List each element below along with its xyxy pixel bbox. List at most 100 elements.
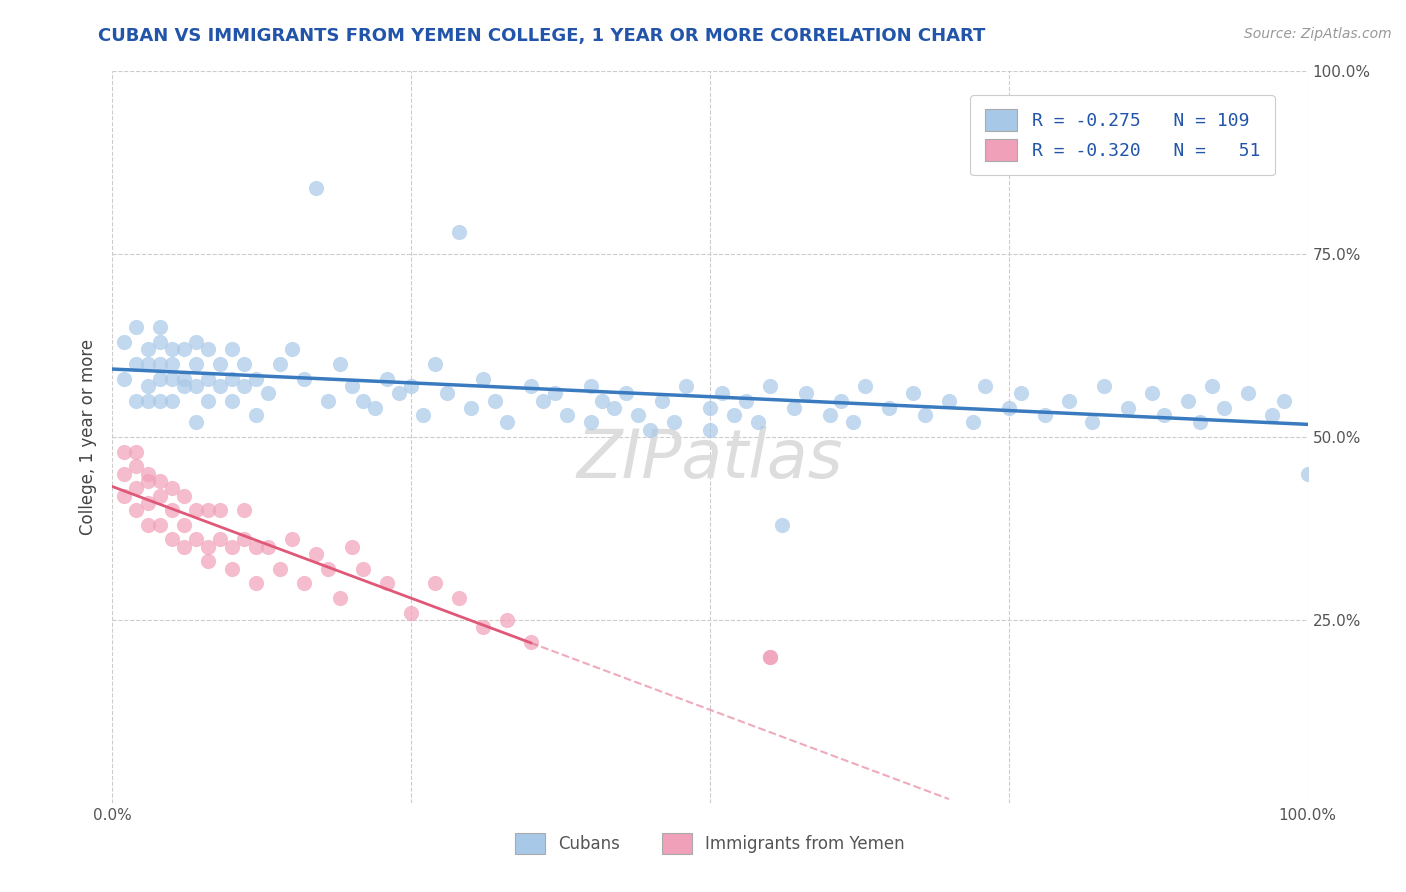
Point [138,379,160,393]
Point [125,357,148,371]
Point [616,386,638,401]
Point [173,371,195,385]
Point [329,357,352,371]
Point [998,401,1021,415]
Point [1142,386,1164,401]
Point [711,386,734,401]
Point [197,540,219,554]
Point [759,649,782,664]
Point [770,517,793,532]
Point [209,533,232,547]
Text: CUBAN VS IMMIGRANTS FROM YEMEN COLLEGE, 1 YEAR OR MORE CORRELATION CHART: CUBAN VS IMMIGRANTS FROM YEMEN COLLEGE, … [98,27,986,45]
Point [484,393,506,408]
Point [579,379,602,393]
Point [305,181,328,195]
Point [675,379,697,393]
Point [162,533,183,547]
Point [292,576,315,591]
Point [364,401,387,415]
Point [1094,379,1116,393]
Point [197,393,219,408]
Point [1033,408,1056,422]
Point [377,371,399,385]
Point [1237,386,1260,401]
Point [125,459,148,474]
Point [1177,393,1199,408]
Point [520,635,543,649]
Point [186,357,208,371]
Point [592,393,614,408]
Point [555,408,578,422]
Point [138,496,160,510]
Text: Source: ZipAtlas.com: Source: ZipAtlas.com [1244,27,1392,41]
Point [245,576,267,591]
Point [245,540,267,554]
Point [197,503,219,517]
Point [401,379,423,393]
Point [138,517,160,532]
Point [149,517,172,532]
Point [162,357,183,371]
Y-axis label: College, 1 year or more: College, 1 year or more [79,339,97,535]
Point [842,416,865,430]
Point [209,503,232,517]
Point [281,533,304,547]
Point [186,379,208,393]
Point [114,334,135,349]
Point [269,562,291,576]
Point [173,343,195,357]
Point [162,503,183,517]
Point [747,416,769,430]
Point [938,393,960,408]
Point [377,576,399,591]
Point [627,408,650,422]
Point [125,320,148,334]
Point [425,576,447,591]
Point [114,467,135,481]
Point [245,371,267,385]
Point [664,416,686,430]
Point [735,393,758,408]
Point [186,503,208,517]
Point [472,620,495,634]
Point [352,562,374,576]
Point [782,401,804,415]
Point [962,416,984,430]
Point [149,393,172,408]
Point [221,562,243,576]
Point [221,343,243,357]
Point [472,371,495,385]
Point [1272,393,1295,408]
Point [531,393,554,408]
Point [460,401,482,415]
Point [245,408,267,422]
Point [197,343,219,357]
Point [149,489,172,503]
Point [149,371,172,385]
Point [651,393,673,408]
Point [186,416,208,430]
Point [173,489,195,503]
Point [1201,379,1223,393]
Point [543,386,565,401]
Point [257,386,280,401]
Point [173,540,195,554]
Point [1081,416,1104,430]
Point [162,393,183,408]
Legend: Cubans, Immigrants from Yemen: Cubans, Immigrants from Yemen [509,827,911,860]
Point [579,416,602,430]
Point [149,357,172,371]
Point [401,606,423,620]
Point [699,401,721,415]
Point [305,547,328,561]
Point [162,371,183,385]
Point [125,393,148,408]
Point [149,474,172,488]
Point [125,481,148,495]
Point [352,393,374,408]
Point [1213,401,1236,415]
Point [186,533,208,547]
Point [197,371,219,385]
Point [316,393,339,408]
Point [316,562,339,576]
